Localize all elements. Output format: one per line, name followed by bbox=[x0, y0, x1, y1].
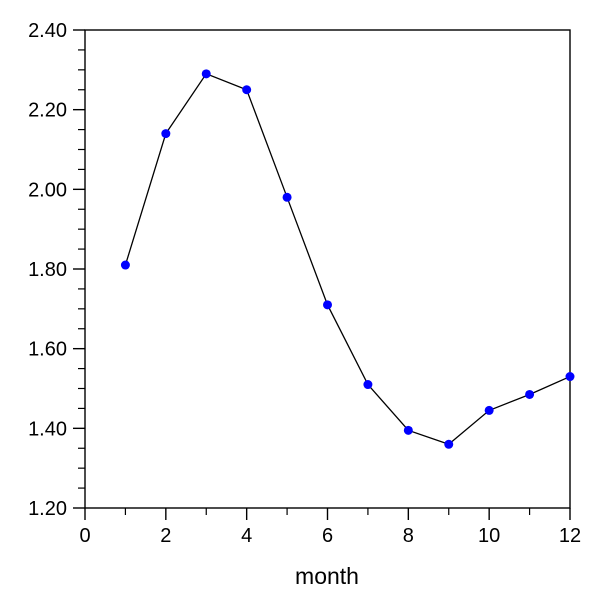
y-tick-label: 1.20 bbox=[28, 498, 67, 520]
data-point-marker bbox=[444, 439, 454, 449]
data-point-marker bbox=[323, 300, 332, 310]
data-point-marker bbox=[363, 380, 373, 390]
x-tick-label: 6 bbox=[322, 525, 333, 547]
data-point-marker bbox=[565, 372, 575, 382]
y-tick-label: 1.40 bbox=[28, 418, 67, 440]
data-point-marker bbox=[484, 405, 494, 415]
data-series bbox=[120, 69, 575, 449]
y-tick-label: 1.80 bbox=[28, 259, 67, 281]
x-tick-label: 0 bbox=[79, 525, 90, 547]
data-point-marker bbox=[282, 192, 292, 202]
y-tick-label: 2.00 bbox=[28, 179, 67, 201]
data-point-marker bbox=[161, 129, 171, 139]
data-point-marker bbox=[525, 389, 535, 399]
data-point-marker bbox=[242, 85, 252, 95]
plot-frame bbox=[84, 29, 571, 509]
data-point-marker bbox=[120, 260, 130, 270]
axis-tick-labels: 0 2 4 6 8 10 12 1.20 1.40 1.60 1.80 2.00 2.20 2.40 bbox=[28, 20, 581, 547]
axis-ticks bbox=[73, 29, 571, 520]
data-point-marker bbox=[403, 425, 413, 435]
data-point-marker bbox=[201, 69, 211, 79]
series-line bbox=[124, 73, 571, 446]
x-tick-label: 4 bbox=[241, 525, 252, 547]
x-tick-label: 2 bbox=[160, 525, 171, 547]
x-tick-label: 12 bbox=[559, 525, 581, 547]
y-tick-label: 2.20 bbox=[28, 100, 67, 122]
x-tick-label: 8 bbox=[403, 525, 414, 547]
x-tick-label: 10 bbox=[478, 525, 500, 547]
y-tick-label: 1.60 bbox=[28, 339, 67, 361]
y-tick-label: 2.40 bbox=[28, 20, 67, 42]
x-axis-title: month bbox=[295, 563, 359, 589]
